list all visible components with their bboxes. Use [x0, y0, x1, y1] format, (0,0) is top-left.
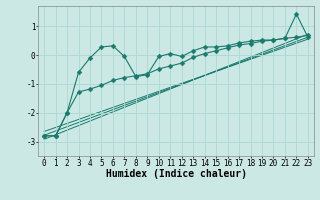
X-axis label: Humidex (Indice chaleur): Humidex (Indice chaleur) [106, 169, 246, 179]
